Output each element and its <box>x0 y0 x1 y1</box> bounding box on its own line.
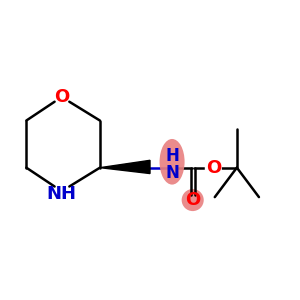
Ellipse shape <box>182 189 204 211</box>
Text: O: O <box>206 159 221 177</box>
Text: O: O <box>185 191 200 209</box>
Text: O: O <box>54 88 69 106</box>
Polygon shape <box>100 160 150 174</box>
Ellipse shape <box>160 139 184 184</box>
Text: NH: NH <box>47 185 77 203</box>
Text: H
N: H N <box>165 147 179 182</box>
